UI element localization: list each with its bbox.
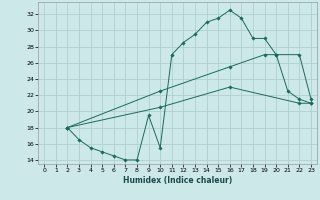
X-axis label: Humidex (Indice chaleur): Humidex (Indice chaleur) (123, 176, 232, 185)
